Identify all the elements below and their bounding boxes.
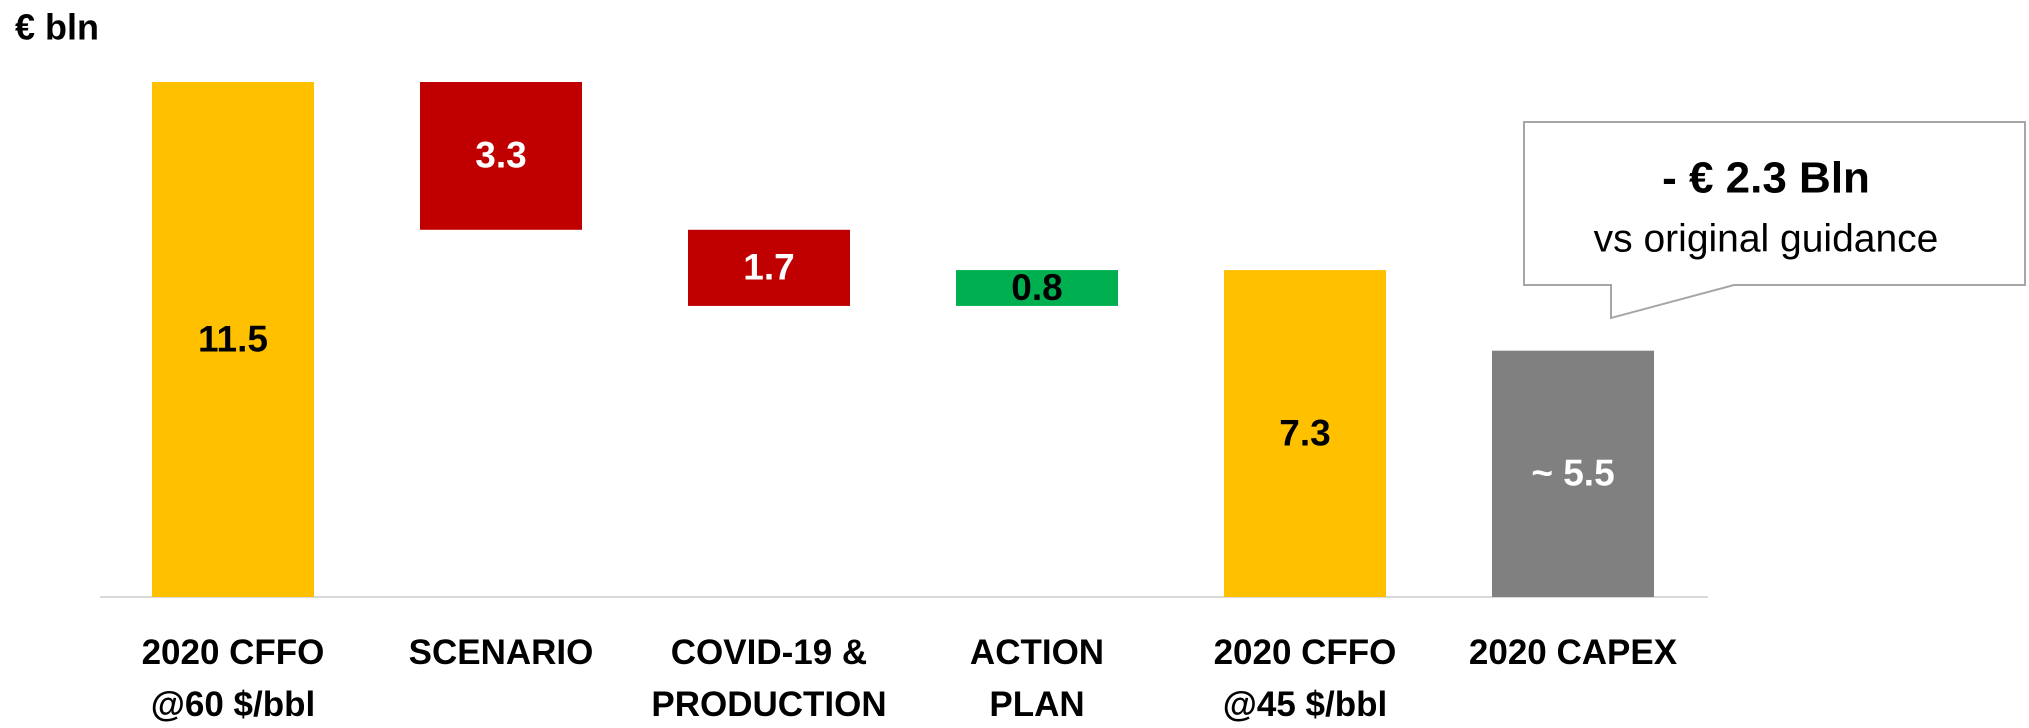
x-tick-label: SCENARIO (408, 633, 594, 672)
callout-title: - € 2.3 Bln (1662, 154, 1870, 203)
value-label: 3.3 (475, 135, 526, 176)
value-label: 1.7 (743, 247, 794, 288)
x-tick-label: COVID-19 & PRODUCTION (651, 633, 887, 724)
bar (688, 229, 850, 306)
bar (1492, 350, 1654, 597)
callout-box (1523, 121, 2026, 320)
value-label: ~ 5.5 (1531, 453, 1614, 494)
value-label: 11.5 (198, 318, 268, 359)
y-axis-label: € bln (15, 7, 99, 48)
x-tick-label: 2020 CAPEX (1468, 633, 1678, 672)
callout-text: vs original guidance (1594, 217, 1939, 260)
value-label: 7.3 (1279, 412, 1330, 453)
bar (956, 270, 1118, 306)
bar (1224, 270, 1386, 597)
value-label: 0.8 (1011, 267, 1062, 308)
bar (420, 82, 582, 230)
x-tick-label: 2020 CFFO @60 $/bbl (141, 633, 325, 724)
x-tick-label: ACTION PLAN (969, 633, 1105, 724)
bar (152, 82, 314, 597)
x-tick-label: 2020 CFFO @45 $/bbl (1213, 633, 1397, 724)
